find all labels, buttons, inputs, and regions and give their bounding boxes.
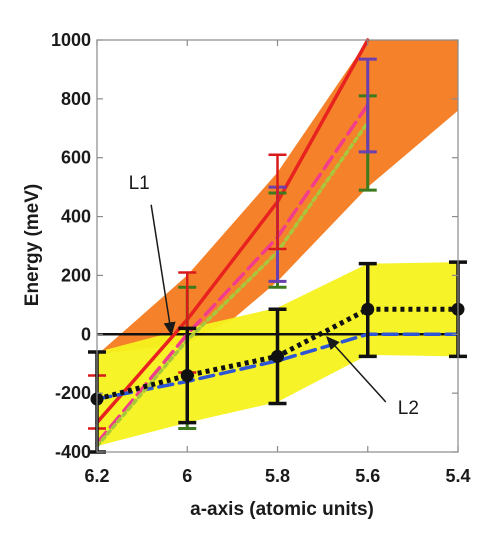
y-tick-label: 1000 [51,30,91,50]
y-tick-label: 600 [61,148,91,168]
y-tick-label: 200 [61,265,91,285]
series-0-error-bar-2 [268,153,287,251]
annotation-label-1: L2 [398,398,419,419]
y-tick-labels: 1000 800 600 400 200 0 -200 -400 [51,30,91,462]
data-point-4-3 [361,302,375,316]
x-tick-label: 6.2 [84,466,109,486]
x-tick-labels: 6.2 6 5.8 5.6 5.4 [84,466,470,486]
x-tick-label: 6 [182,466,192,486]
y-tick-label: -200 [55,383,91,403]
annotation-arrow-0 [150,204,176,336]
series-line-0 [95,38,370,425]
annotations: L1 L2 [129,173,419,419]
y-axis-label: Energy (meV) [22,184,43,306]
annotation-label-0: L1 [129,173,150,194]
x-tick-label: 5.4 [445,466,470,486]
plot-frame [96,39,459,453]
data-point-4-1 [180,368,194,382]
y-tick-label: 800 [61,89,91,109]
y-tick-label: 400 [61,207,91,227]
annotation-arrow-1 [326,336,387,403]
series-line-2 [95,102,370,445]
x-tick-label: 5.6 [355,466,380,486]
series-line-3 [95,120,370,448]
series-line-1 [95,332,460,401]
x-axis-label: a-axis (atomic units) [190,499,374,520]
x-tick-label: 5.8 [265,466,290,486]
y-tick-label: 0 [81,324,91,344]
data-point-4-2 [271,349,284,363]
extra-error-bar-4 [358,57,377,154]
y-tick-label: -400 [55,442,91,462]
